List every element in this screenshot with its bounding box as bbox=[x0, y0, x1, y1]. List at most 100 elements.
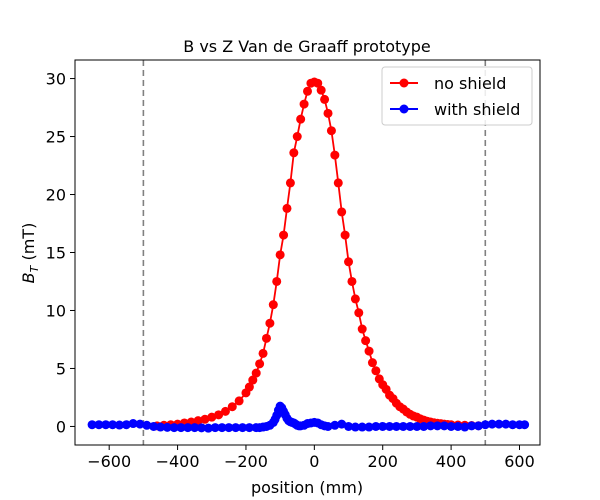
data-point-0-27 bbox=[289, 148, 299, 158]
data-point-0-30 bbox=[299, 99, 309, 109]
legend-box bbox=[381, 66, 533, 126]
data-point-0-47 bbox=[357, 324, 367, 334]
data-point-1-75 bbox=[473, 421, 483, 431]
data-point-1-70 bbox=[439, 421, 449, 431]
y-tick-label: 25 bbox=[46, 128, 66, 147]
data-point-0-35 bbox=[316, 85, 326, 95]
data-point-0-23 bbox=[275, 250, 285, 260]
data-point-1-67 bbox=[419, 421, 429, 431]
data-point-0-21 bbox=[268, 300, 278, 310]
legend-label-no-shield: no shield bbox=[434, 74, 506, 93]
data-point-1-5 bbox=[121, 420, 131, 430]
data-point-0-51 bbox=[371, 366, 381, 376]
data-point-1-58 bbox=[357, 422, 367, 432]
data-point-1-54 bbox=[330, 420, 340, 430]
x-tick-label: 400 bbox=[436, 452, 467, 471]
y-axis-label-unit: (mT) bbox=[19, 223, 38, 266]
data-point-1-55 bbox=[337, 419, 347, 429]
data-point-1-79 bbox=[501, 419, 511, 429]
data-point-1-74 bbox=[467, 421, 477, 431]
data-point-1-60 bbox=[371, 421, 381, 431]
data-point-1-20 bbox=[224, 423, 234, 433]
data-point-1-59 bbox=[364, 422, 374, 432]
data-point-0-18 bbox=[258, 348, 268, 358]
data-point-1-64 bbox=[398, 421, 408, 431]
data-point-1-6 bbox=[128, 419, 138, 429]
plot-series bbox=[87, 77, 530, 433]
data-point-0-6 bbox=[193, 416, 203, 426]
data-point-1-13 bbox=[176, 423, 186, 433]
data-point-0-7 bbox=[200, 414, 210, 424]
data-point-1-63 bbox=[391, 421, 401, 431]
data-point-0-34 bbox=[313, 78, 323, 88]
y-axis-label: BT (mT) bbox=[19, 223, 41, 284]
data-point-1-18 bbox=[210, 423, 220, 433]
data-point-1-71 bbox=[446, 421, 456, 431]
y-tick-label: 20 bbox=[46, 186, 66, 205]
data-point-1-14 bbox=[183, 423, 193, 433]
data-point-1-2 bbox=[101, 420, 111, 430]
data-point-1-57 bbox=[350, 422, 360, 432]
y-tick-label: 30 bbox=[46, 70, 66, 89]
data-point-1-56 bbox=[344, 421, 354, 431]
y-tick-label: 15 bbox=[46, 244, 66, 263]
data-point-0-40 bbox=[333, 178, 343, 188]
data-point-0-25 bbox=[282, 203, 292, 213]
data-point-0-41 bbox=[337, 207, 347, 217]
data-point-1-61 bbox=[378, 421, 388, 431]
data-point-0-14 bbox=[244, 382, 254, 392]
x-axis-label: position (mm) bbox=[251, 478, 363, 497]
data-point-0-26 bbox=[285, 178, 295, 188]
data-point-0-45 bbox=[350, 294, 360, 304]
data-point-1-4 bbox=[114, 420, 124, 430]
data-point-1-62 bbox=[385, 421, 395, 431]
data-point-0-38 bbox=[326, 126, 336, 136]
y-axis-ticks: 0 5 10 15 20 25 30 bbox=[46, 70, 75, 436]
data-point-0-36 bbox=[320, 94, 330, 104]
series-1 bbox=[87, 401, 530, 433]
data-point-1-72 bbox=[453, 421, 463, 431]
data-point-1-17 bbox=[203, 423, 213, 433]
data-point-1-68 bbox=[426, 421, 436, 431]
legend: no shield with shield bbox=[381, 66, 533, 126]
data-point-0-42 bbox=[340, 230, 350, 240]
legend-marker-no-shield bbox=[399, 78, 409, 88]
data-point-0-44 bbox=[347, 276, 357, 286]
data-point-0-10 bbox=[220, 406, 230, 416]
data-point-0-28 bbox=[292, 132, 302, 142]
y-axis-label-subscript: T bbox=[28, 264, 41, 272]
data-point-0-22 bbox=[272, 276, 282, 286]
y-tick-label: 0 bbox=[56, 417, 66, 436]
x-tick-label: 600 bbox=[504, 452, 535, 471]
data-point-1-76 bbox=[480, 420, 490, 430]
data-point-0-15 bbox=[248, 375, 258, 385]
data-point-1-53 bbox=[323, 421, 333, 431]
data-point-0-37 bbox=[323, 108, 333, 118]
x-tick-label: −400 bbox=[156, 452, 200, 471]
data-point-1-1 bbox=[94, 420, 104, 430]
data-point-0-39 bbox=[330, 150, 340, 160]
legend-label-with-shield: with shield bbox=[434, 100, 520, 119]
data-point-1-19 bbox=[217, 423, 227, 433]
data-point-0-11 bbox=[227, 402, 237, 412]
data-point-1-66 bbox=[412, 421, 422, 431]
data-point-1-15 bbox=[190, 423, 200, 433]
data-point-0-50 bbox=[367, 358, 377, 368]
data-point-1-0 bbox=[87, 420, 97, 430]
x-tick-label: −200 bbox=[224, 452, 268, 471]
data-point-0-12 bbox=[234, 396, 244, 406]
data-point-1-11 bbox=[162, 422, 172, 432]
data-point-1-77 bbox=[487, 419, 497, 429]
data-point-1-9 bbox=[149, 421, 159, 431]
data-point-0-29 bbox=[296, 114, 306, 124]
data-point-1-16 bbox=[197, 423, 207, 433]
data-point-1-22 bbox=[238, 423, 248, 433]
legend-marker-with-shield bbox=[399, 104, 409, 114]
data-point-0-9 bbox=[214, 410, 224, 420]
data-point-1-73 bbox=[460, 422, 470, 432]
data-point-1-3 bbox=[108, 420, 118, 430]
data-point-1-82 bbox=[520, 420, 530, 430]
data-point-0-17 bbox=[255, 359, 265, 369]
x-tick-label: −600 bbox=[87, 452, 131, 471]
